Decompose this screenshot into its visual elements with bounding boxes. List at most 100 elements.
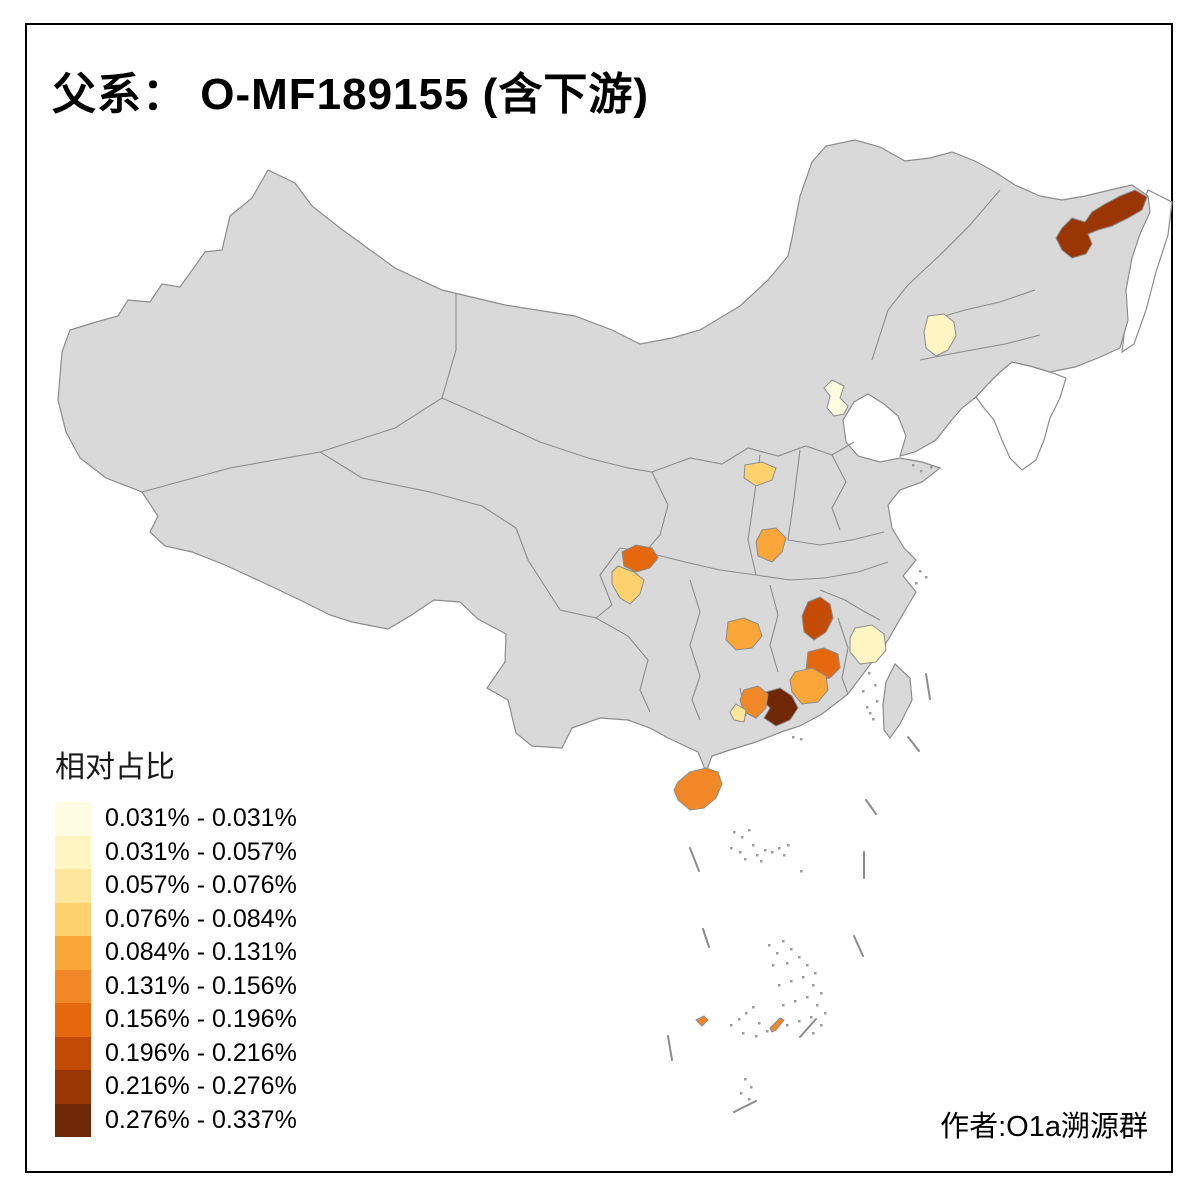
region-r18	[769, 1017, 785, 1033]
islet-dot	[786, 1024, 789, 1027]
islet-dot	[750, 1086, 753, 1089]
legend-swatch	[55, 835, 91, 869]
islet-dot	[866, 706, 869, 709]
legend-swatch	[55, 1103, 91, 1137]
legend-label: 0.131% - 0.156%	[105, 971, 297, 1000]
islet-dot	[738, 1018, 741, 1021]
islet-dot	[744, 1078, 747, 1081]
islet-dot	[787, 844, 790, 847]
page-title: 父系： O-MF189155 (含下游)	[52, 70, 649, 119]
region-r8	[725, 617, 763, 651]
legend-row: 0.076% - 0.084%	[55, 902, 297, 936]
region-r2	[923, 313, 957, 357]
legend-row: 0.031% - 0.031%	[55, 802, 297, 836]
islet-dot	[748, 1098, 751, 1101]
islet-dot	[915, 582, 918, 585]
islet-dot	[764, 849, 767, 852]
choropleth-regions	[611, 189, 1148, 1033]
legend-row: 0.131% - 0.156%	[55, 969, 297, 1003]
legend-row: 0.084% - 0.131%	[55, 936, 297, 970]
islet-dot	[862, 690, 865, 693]
sea-boundary-dashes	[667, 673, 931, 1113]
islet-dot	[786, 962, 789, 965]
region-r4	[743, 461, 777, 487]
region-r16	[673, 767, 723, 811]
islet-dot	[730, 1024, 733, 1027]
legend-swatch	[55, 936, 91, 970]
islet-dot	[920, 470, 923, 473]
legend-row: 0.057% - 0.076%	[55, 869, 297, 903]
region-r9	[801, 596, 834, 641]
islet-dot	[760, 860, 763, 863]
legend-swatch	[55, 1003, 91, 1037]
islet-dot	[782, 940, 785, 943]
islet-dot	[776, 952, 779, 955]
legend-label: 0.031% - 0.031%	[105, 804, 297, 832]
legend-swatch	[55, 869, 91, 903]
islet-dot	[869, 712, 872, 715]
legend-label: 0.057% - 0.076%	[105, 871, 297, 899]
region-r10	[849, 624, 887, 665]
islet-dot	[782, 1004, 785, 1007]
region-r17	[695, 1015, 709, 1027]
islet-dot	[741, 836, 744, 839]
legend-row: 0.216% - 0.276%	[55, 1070, 297, 1104]
legend-label: 0.076% - 0.084%	[105, 904, 297, 933]
islet-dot	[872, 718, 875, 721]
islet-dot	[816, 1004, 819, 1007]
legend-label: 0.084% - 0.131%	[105, 938, 297, 966]
region-r3	[823, 379, 849, 417]
islet-dot	[868, 672, 871, 675]
islet-dot	[806, 996, 809, 999]
islet-dot	[778, 984, 781, 987]
legend-row: 0.196% - 0.216%	[55, 1036, 297, 1070]
legend: 相对占比 0.031% - 0.031% 0.031% - 0.057% 0.057…	[55, 742, 297, 1137]
islet-dot	[778, 847, 781, 850]
islet-dot	[742, 1032, 745, 1035]
islet-dot	[874, 684, 877, 687]
region-r15	[729, 703, 747, 723]
islet-dot	[744, 858, 747, 861]
legend-label: 0.276% - 0.337%	[105, 1105, 297, 1134]
legend-row: 0.276% - 0.337%	[55, 1103, 297, 1137]
islet-dot	[790, 980, 793, 983]
islet-dot	[745, 1012, 748, 1015]
legend-row: 0.156% - 0.196%	[55, 1003, 297, 1037]
region-r12	[789, 667, 829, 705]
legend-title: 相对占比	[55, 751, 175, 784]
islet-dot	[792, 736, 795, 739]
legend-items: 0.031% - 0.031% 0.031% - 0.057% 0.057% - 0…	[55, 802, 297, 1137]
islet-dot	[752, 1006, 755, 1009]
islet-dot	[812, 1032, 815, 1035]
legend-label: 0.156% - 0.196%	[105, 1005, 297, 1033]
islet-dot	[733, 831, 736, 834]
islet-dot	[925, 576, 928, 579]
islet-dot	[806, 964, 809, 967]
islet-dot	[798, 956, 801, 959]
islet-dot	[814, 972, 817, 975]
islet-dot	[919, 570, 922, 573]
islet-dot	[820, 1024, 823, 1027]
region-r6	[621, 544, 659, 573]
islet-dot	[798, 1020, 801, 1023]
islet-dot	[756, 854, 759, 857]
islet-dot	[758, 1022, 761, 1025]
islet-dot	[766, 1030, 769, 1033]
islet-dot	[800, 738, 803, 741]
region-r14	[739, 685, 769, 719]
region-r5	[755, 527, 787, 563]
legend-swatch	[55, 969, 91, 1003]
small-islands	[730, 464, 933, 1101]
islet-dot	[739, 851, 742, 854]
islet-dot	[755, 1035, 758, 1038]
islet-dot	[876, 700, 879, 703]
legend-swatch	[55, 802, 91, 836]
islet-dot	[772, 964, 775, 967]
region-r1	[1055, 189, 1148, 259]
island-taiwan	[882, 663, 913, 740]
islet-dot	[748, 829, 751, 832]
islet-dot	[810, 1016, 813, 1019]
legend-label: 0.031% - 0.057%	[105, 837, 297, 866]
islet-dot	[930, 466, 933, 469]
islet-dot	[812, 984, 815, 987]
